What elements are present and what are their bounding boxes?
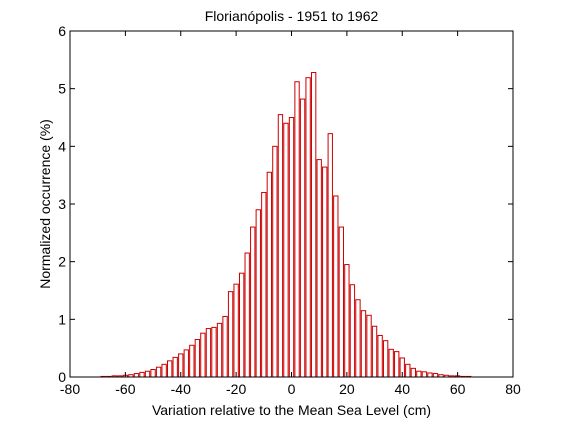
histogram-bar	[216, 322, 223, 378]
y-tick-label: 6	[58, 23, 66, 39]
histogram-bar	[294, 81, 300, 378]
histogram-bar	[250, 226, 256, 378]
histogram-bar	[344, 264, 350, 378]
x-tick-label: -60	[115, 381, 135, 397]
histogram-bar	[133, 373, 140, 378]
histogram-bar	[283, 122, 289, 378]
y-axis-title: Normalized occurrence (%)	[37, 119, 53, 289]
histogram-bar	[233, 283, 239, 378]
histogram-bar	[427, 372, 433, 378]
histogram-bar	[371, 325, 378, 378]
x-axis-title: Variation relative to the Mean Sea Level…	[152, 402, 431, 418]
histogram-bar	[189, 344, 195, 378]
histogram-bar	[388, 348, 394, 378]
y-tick-label: 1	[58, 311, 66, 327]
histogram-bar	[261, 191, 267, 378]
histogram-bar	[150, 369, 156, 378]
histogram-bar	[167, 360, 173, 378]
x-axis: -80 -60 -40 -20 0 20 40 60 80	[60, 31, 521, 397]
histogram-bar	[194, 339, 201, 378]
histogram-bar	[360, 310, 367, 378]
chart-title: Florianópolis - 1951 to 1962	[205, 8, 379, 24]
histogram-bar	[255, 209, 261, 378]
x-tick-label: -20	[226, 381, 246, 397]
y-tick-label: 0	[58, 369, 66, 385]
x-tick-label: 0	[288, 381, 296, 397]
histogram-bar	[327, 133, 333, 378]
histogram-bar	[322, 166, 328, 378]
histogram-bar	[310, 72, 317, 378]
histogram-bar	[277, 114, 284, 378]
histogram-bar	[377, 334, 383, 378]
histogram-bar	[382, 340, 389, 378]
histogram-bar	[405, 363, 411, 378]
histogram-bar	[238, 272, 245, 378]
bars-group	[100, 72, 472, 378]
histogram-bar	[432, 373, 439, 378]
histogram-bar	[227, 291, 234, 378]
histogram-bar	[421, 371, 428, 378]
histogram-bar	[366, 314, 372, 378]
histogram-bar	[410, 367, 417, 378]
histogram-bar	[394, 351, 400, 378]
x-tick-label: 80	[505, 381, 521, 397]
histogram-bar	[139, 371, 145, 378]
y-axis: 0 1 2 3 4 5 6	[58, 23, 513, 385]
x-tick-label: -40	[171, 381, 191, 397]
y-tick-label: 4	[58, 138, 66, 154]
histogram-bar	[144, 370, 151, 378]
histogram-bar	[272, 145, 278, 378]
histogram-bar	[172, 356, 178, 378]
histogram-bar	[155, 366, 162, 378]
histogram-bar	[222, 315, 228, 378]
histogram-bar	[205, 328, 212, 378]
histogram-bar	[161, 363, 167, 378]
histogram-bar	[338, 226, 345, 378]
histogram-bar	[200, 332, 206, 378]
histogram-bar	[316, 159, 322, 378]
x-tick-label: -80	[60, 381, 80, 397]
histogram-bar	[349, 284, 356, 378]
histogram-bar	[244, 252, 250, 378]
y-tick-label: 5	[58, 81, 66, 97]
x-tick-label: 40	[394, 381, 410, 397]
histogram-bar	[305, 77, 311, 378]
histogram-bar	[211, 326, 217, 378]
histogram-bar	[333, 195, 339, 378]
y-tick-label: 3	[58, 196, 66, 212]
y-tick-label: 2	[58, 254, 66, 270]
x-tick-label: 20	[339, 381, 355, 397]
histogram-bar	[355, 299, 361, 378]
histogram-bar	[183, 349, 189, 378]
histogram-bar	[266, 171, 273, 378]
histogram-bar	[288, 117, 295, 378]
histogram-bar	[416, 370, 422, 378]
histogram-bar	[299, 98, 306, 378]
x-tick-label: 60	[450, 381, 466, 397]
